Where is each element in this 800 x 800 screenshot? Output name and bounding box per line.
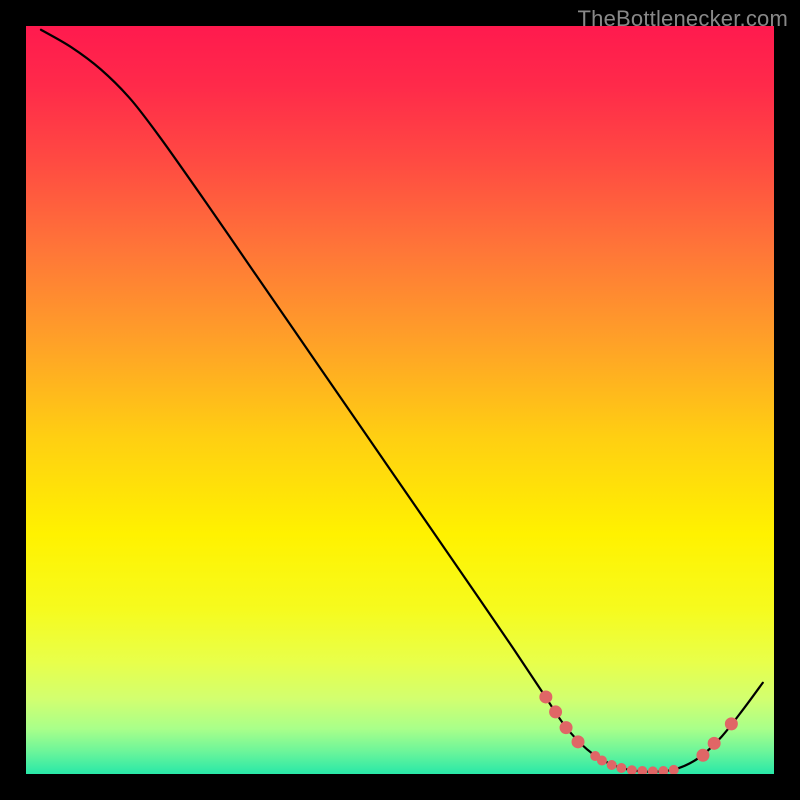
credit-text: TheBottlenecker.com [578,6,788,32]
chart-container: TheBottlenecker.com [0,0,800,800]
marker-point [725,718,737,730]
marker-point [560,722,572,734]
marker-point [607,761,616,770]
bottleneck-chart [0,0,800,800]
marker-point [697,749,709,761]
marker-point [550,706,562,718]
chart-background [26,26,774,774]
marker-point [540,691,552,703]
marker-point [708,737,720,749]
marker-point [572,736,584,748]
marker-point [597,756,606,765]
chart-frame [0,774,800,800]
marker-point [617,764,626,773]
chart-frame [774,0,800,800]
chart-frame [0,0,26,800]
marker-point [669,765,678,774]
marker-point [627,766,636,775]
